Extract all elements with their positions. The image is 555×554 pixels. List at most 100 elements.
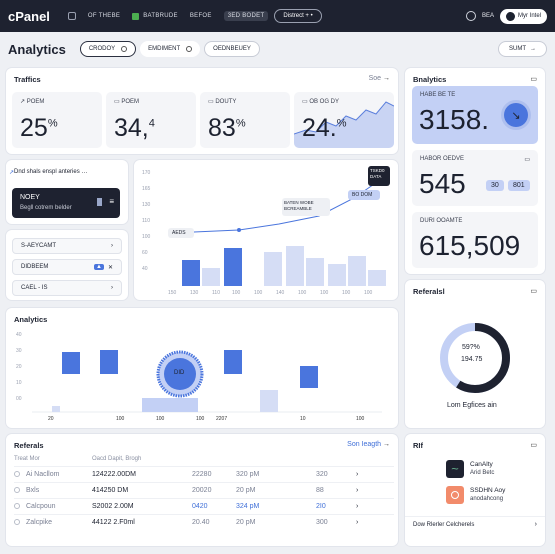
tile-value: 615,509 xyxy=(419,230,521,261)
chevron-right-icon: › xyxy=(111,243,113,249)
stat-tile-3[interactable]: ▭ DOUTY 83% xyxy=(200,92,290,148)
svg-text:100: 100 xyxy=(320,290,329,296)
analytics-bar-chart: 40 30 20 10 00 20 100 100 100 2207 10 100 xyxy=(16,332,382,422)
svg-text:20: 20 xyxy=(48,416,54,422)
svg-text:40: 40 xyxy=(142,266,148,272)
tile-label: DURI OOAMTE xyxy=(420,218,463,224)
user-code: BEA xyxy=(481,13,494,19)
stat-value: 34,4 xyxy=(114,114,155,142)
grid-icon[interactable]: ▭ xyxy=(530,288,537,295)
dark-info-box[interactable]: NOEY Begll cotrem belder ≡ xyxy=(12,188,120,218)
tile-chip-1[interactable]: 30 xyxy=(486,180,504,191)
analytics-tile-2[interactable]: HABOR OEDVE 545 30 801 ▭ xyxy=(412,150,538,206)
brand-logo[interactable]: cPanel xyxy=(8,8,50,24)
svg-text:140: 140 xyxy=(276,290,285,296)
tile-chip-2[interactable]: 801 xyxy=(508,180,530,191)
stat-tile-2[interactable]: ▭ POEM 34,4 xyxy=(106,92,196,148)
svg-text:100: 100 xyxy=(342,290,351,296)
radio-icon xyxy=(14,519,20,526)
card-title: Analytics xyxy=(14,315,48,324)
chart-icon: ⁓ xyxy=(446,460,464,478)
svg-text:100: 100 xyxy=(196,416,205,422)
chevron-right-icon: › xyxy=(356,514,394,530)
card-title: Traffics xyxy=(14,75,41,84)
stat-value: 24.% xyxy=(302,114,347,142)
svg-text:100: 100 xyxy=(254,290,263,296)
domain-select[interactable]: Distrect + • xyxy=(274,9,322,23)
tooltip-left: AEDS xyxy=(168,228,194,238)
notice-text: Dnd shals enspl anteries … xyxy=(14,169,88,175)
nav-item-2[interactable]: BATBRUDE xyxy=(132,12,178,20)
column-header: Oacd Dapit, Brogh xyxy=(92,456,142,462)
svg-text:00: 00 xyxy=(16,396,22,402)
gear-icon[interactable] xyxy=(465,11,476,21)
svg-text:100: 100 xyxy=(116,416,125,422)
tooltip-mid: BO DOM xyxy=(348,190,380,200)
svg-text:165: 165 xyxy=(142,186,151,192)
list-item[interactable]: DIDBEEM ▲ ✕ xyxy=(12,259,122,275)
dark-box-sub: Begll cotrem belder xyxy=(20,205,72,211)
more-icon[interactable]: ≡ xyxy=(109,197,114,206)
stat-value: 83% xyxy=(208,114,246,142)
arrow-icon: → xyxy=(530,46,536,52)
stat-label: ▭ POEM xyxy=(114,99,140,105)
svg-text:60: 60 xyxy=(142,250,148,256)
filter-chip-2[interactable]: EMDIMENT xyxy=(140,41,201,57)
svg-text:30: 30 xyxy=(16,348,22,354)
list-item[interactable]: S-AEYCAMT › xyxy=(12,238,122,254)
filter-chip-3[interactable]: OEDNBEUEY xyxy=(204,41,260,57)
donut-chart xyxy=(440,323,510,393)
close-icon: ✕ xyxy=(107,264,113,271)
dark-box-title: NOEY xyxy=(20,194,40,201)
analytics-tile-3[interactable]: DURI OOAMTE 615,509 xyxy=(412,212,538,268)
page-title: Analytics xyxy=(8,41,66,57)
rif-item-2[interactable]: SSDHN Aoy anodahcong xyxy=(444,484,540,506)
stat-label: ▭ OB OG DY xyxy=(302,99,340,105)
avatar xyxy=(505,11,515,21)
arrow-icon: ↗ xyxy=(9,170,15,176)
list-item[interactable]: CAEL - IS › xyxy=(12,280,122,296)
table-row[interactable]: Ai Nacllom 124222.00DM 22280 320 pM 320 … xyxy=(14,466,394,483)
grid-icon[interactable]: ▭ xyxy=(530,76,537,83)
svg-text:10: 10 xyxy=(16,380,22,386)
svg-text:20: 20 xyxy=(16,364,22,370)
radio-icon xyxy=(14,487,20,494)
submit-button[interactable]: SUMT → xyxy=(498,41,547,57)
stat-tile-4[interactable]: ▭ OB OG DY 24.% xyxy=(294,92,394,148)
square-icon xyxy=(132,12,140,20)
filter-chip-1[interactable]: CRODOY xyxy=(79,41,137,57)
svg-text:100: 100 xyxy=(298,290,307,296)
rif-card: RIf ▭ xyxy=(405,434,545,546)
grid-icon[interactable]: ▭ xyxy=(530,442,537,449)
svg-text:130: 130 xyxy=(142,202,151,208)
arrow-circle-icon[interactable]: ↘ xyxy=(504,103,528,127)
radio-icon xyxy=(14,503,20,510)
file-icon xyxy=(97,198,102,206)
table-row[interactable]: Bxls 414250 DM 20020 20 pM 88 › xyxy=(14,482,394,499)
analytics-tile-1[interactable]: HABE BE TE 3158. ↘ xyxy=(412,86,538,144)
card-title: Bnalytics xyxy=(413,75,447,84)
svg-text:40: 40 xyxy=(16,332,22,338)
chevron-right-icon: › xyxy=(356,466,394,483)
rif-item-1[interactable]: ⁓ CanAlty Arid Betc xyxy=(444,458,540,480)
see-length-link[interactable]: Son Ieagth → xyxy=(347,441,390,448)
table-row[interactable]: Calcpoun S2002 2.00M 0420 324 pM 2I0 › xyxy=(14,498,394,515)
see-link[interactable]: Soe → xyxy=(368,75,390,82)
sub-bar: Analytics CRODOY EMDIMENT OEDNBEUEY SUMT… xyxy=(0,36,555,62)
svg-text:110: 110 xyxy=(142,218,150,224)
stat-tile-1[interactable]: ↗ POEM 25% xyxy=(12,92,102,148)
nav-item-4[interactable]: 3ED BODET xyxy=(223,11,269,21)
svg-text:100: 100 xyxy=(142,234,151,240)
top-bar: cPanel OF THEBE BATBRUDE BEFOE 3ED BODET… xyxy=(0,0,555,32)
stat-value: 25% xyxy=(20,114,58,142)
nav-item-1[interactable]: OF THEBE xyxy=(87,13,121,19)
card-title: RIf xyxy=(413,441,423,450)
user-menu-button[interactable]: Myr Intel xyxy=(499,8,547,24)
table-row[interactable]: Zalcpike 44122 2.F0ml 20.40 20 pM 300 › xyxy=(14,514,394,530)
nav-item-3[interactable]: BEFOE xyxy=(189,13,212,19)
referrals-donut-card: Referalsl ▭ xyxy=(405,280,545,428)
svg-text:130: 130 xyxy=(190,290,199,296)
rif-footer[interactable]: Dow Rlerler Celcherels › xyxy=(405,516,545,534)
svg-text:170: 170 xyxy=(142,170,151,176)
chevron-right-icon: › xyxy=(356,498,394,515)
